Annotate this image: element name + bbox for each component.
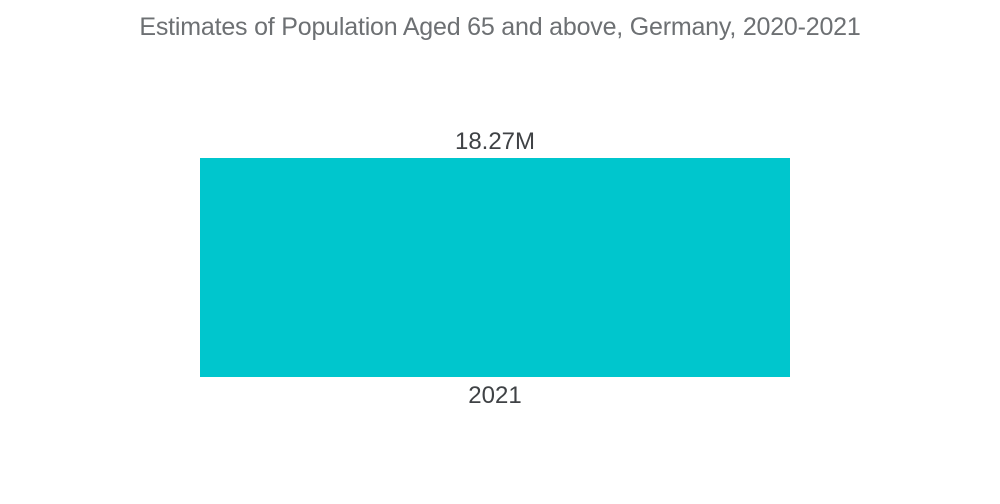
chart-title: Estimates of Population Aged 65 and abov… (139, 13, 861, 41)
bar-value-label: 18.27M (454, 128, 536, 155)
x-axis-tick-label: 2021 (468, 382, 522, 409)
bar-2021 (200, 158, 790, 377)
